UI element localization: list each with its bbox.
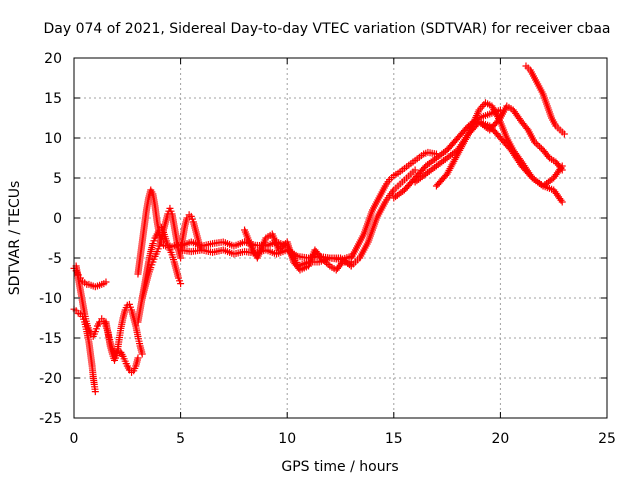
data-series [138, 204, 185, 302]
data-series [177, 211, 206, 254]
data-series [241, 226, 355, 274]
data-series [177, 246, 355, 264]
data-point [177, 254, 185, 262]
data-point [322, 259, 330, 267]
data-point [134, 354, 142, 362]
data-point [321, 257, 329, 265]
data-series [102, 300, 146, 364]
data-point [537, 144, 545, 152]
plot-points [70, 62, 568, 396]
data-series [347, 148, 440, 262]
y-tick-label: -5 [48, 251, 62, 267]
data-point [523, 124, 531, 132]
data-point [276, 244, 284, 252]
data-point [558, 166, 566, 174]
y-tick-label: 20 [44, 51, 62, 67]
x-tick-label: 5 [176, 431, 185, 447]
data-point [557, 164, 565, 172]
data-point [536, 143, 544, 151]
x-tick-label: 15 [385, 431, 403, 447]
data-point [275, 246, 283, 254]
y-tick-labels: -25 -20 -15 -10 -5 0 5 10 15 20 [39, 51, 62, 427]
x-tick-label: 25 [598, 431, 616, 447]
data-point [91, 388, 99, 396]
data-point [280, 241, 288, 249]
data-point [319, 256, 327, 264]
data-point [534, 141, 542, 149]
data-point [316, 252, 324, 260]
data-point [138, 350, 146, 358]
plot-frame [73, 57, 608, 419]
data-series [475, 102, 566, 174]
data-point [337, 260, 345, 268]
y-tick-label: -20 [39, 371, 62, 387]
y-tick-label: -25 [39, 411, 62, 427]
x-tick-label: 0 [70, 431, 79, 447]
data-point [278, 243, 286, 251]
data-point [531, 138, 539, 146]
chart-title: Day 074 of 2021, Sidereal Day-to-day VTE… [44, 21, 611, 37]
y-tick-label: -10 [39, 291, 62, 307]
data-point [532, 140, 540, 148]
y-axis-label: SDTVAR / TECUs [7, 181, 23, 296]
y-tick-label: 15 [44, 91, 62, 107]
data-point [558, 198, 566, 206]
x-tick-labels: 0 5 10 15 20 25 [70, 431, 616, 447]
data-series [522, 62, 568, 138]
data-series [390, 106, 504, 202]
data-point [411, 166, 419, 174]
y-tick-label: -15 [39, 331, 62, 347]
axis-ticks [73, 57, 608, 419]
data-point [324, 260, 332, 268]
data-point [177, 280, 185, 288]
data-point [317, 254, 325, 262]
y-tick-label: 10 [44, 131, 62, 147]
data-point [557, 196, 565, 204]
y-tick-label: 0 [53, 211, 62, 227]
x-tick-label: 20 [491, 431, 509, 447]
x-tick-label: 10 [278, 431, 296, 447]
x-axis-label: GPS time / hours [281, 459, 398, 475]
data-series [347, 166, 419, 270]
data-point [560, 130, 568, 138]
data-point [102, 278, 110, 286]
y-tick-label: 5 [53, 171, 62, 187]
